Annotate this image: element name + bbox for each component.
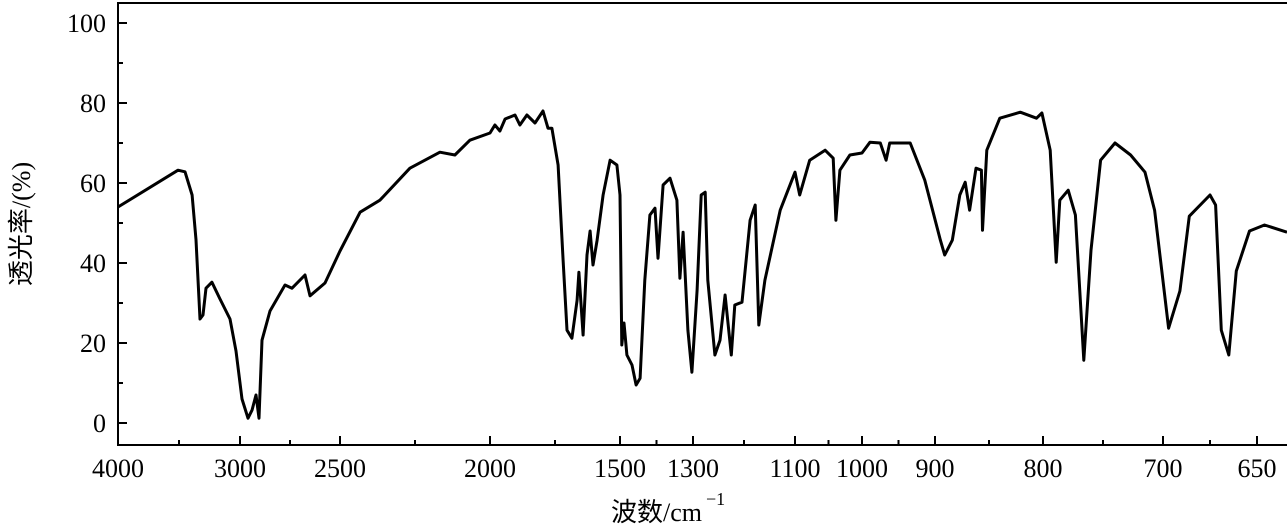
spectrum-line bbox=[117, 109, 1287, 420]
x-tick-label: 1300 bbox=[667, 454, 719, 483]
y-tick-label: 80 bbox=[80, 89, 106, 118]
x-axis-label: 波数/cm bbox=[611, 498, 702, 527]
x-tick-label: 2000 bbox=[464, 454, 516, 483]
y-tick-label: 40 bbox=[80, 249, 106, 278]
y-tick-label: 20 bbox=[80, 329, 106, 358]
y-tick-label: 0 bbox=[93, 409, 106, 438]
x-tick-label: 2500 bbox=[314, 454, 366, 483]
x-tick-label: 1500 bbox=[594, 454, 646, 483]
x-tick-label: 3000 bbox=[214, 454, 266, 483]
x-tick-label: 1100 bbox=[769, 454, 820, 483]
x-tick-label: 4000 bbox=[92, 454, 144, 483]
x-tick-label: 700 bbox=[1144, 454, 1183, 483]
x-tick-label: 650 bbox=[1238, 454, 1277, 483]
y-axis-label: 透光率/(%) bbox=[7, 162, 36, 286]
axis-frame bbox=[117, 2, 1287, 446]
y-tick-label: 100 bbox=[67, 9, 106, 38]
y-tick-label: 60 bbox=[80, 169, 106, 198]
x-tick-label: 900 bbox=[916, 454, 955, 483]
x-tick-label: 1000 bbox=[836, 454, 888, 483]
x-tick-label: 800 bbox=[1024, 454, 1063, 483]
x-axis-label-sup: −1 bbox=[706, 489, 725, 509]
